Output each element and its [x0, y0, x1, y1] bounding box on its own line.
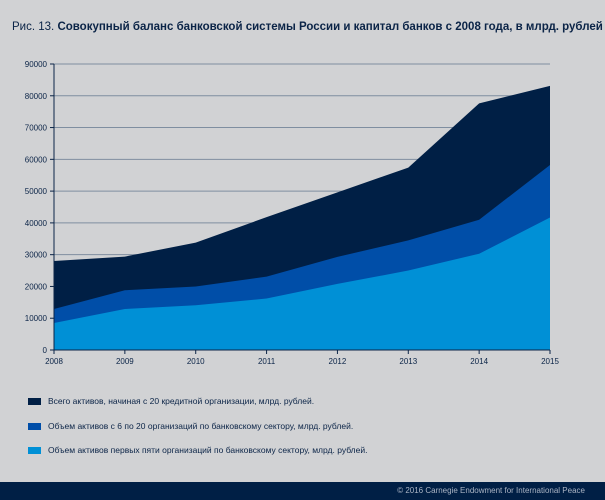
x-tick-label: 2014	[470, 357, 488, 366]
legend-swatch	[28, 397, 41, 405]
figure-title: Совокупный баланс банковской системы Рос…	[57, 21, 603, 33]
legend-label: Объем активов с 6 по 20 организаций по б…	[48, 421, 354, 431]
figure-number: Рис. 13.	[12, 21, 55, 33]
legend-label: Всего активов, начиная с 20 кредитной ор…	[48, 396, 315, 406]
y-tick-label: 80000	[25, 92, 48, 101]
footer: © 2016 Carnegie Endowment for Internatio…	[0, 482, 605, 500]
x-tick-label: 2009	[116, 357, 134, 366]
y-tick-label: 70000	[25, 124, 48, 133]
y-tick-label: 30000	[25, 251, 48, 260]
area-chart: 0 10000 20000 30000 40000 50000 60000 70000 8000…	[25, 60, 560, 366]
y-tick-label: 10000	[25, 314, 48, 323]
chart-title: Рис. 13. Совокупный баланс банковской си…	[12, 21, 603, 33]
legend-swatch	[28, 422, 41, 430]
legend-swatch	[28, 446, 41, 454]
x-tick-label: 2008	[45, 357, 63, 366]
legend-item-total: Всего активов, начиная с 20 кредитной ор…	[28, 396, 314, 406]
x-tick-label: 2011	[258, 357, 276, 366]
y-tick-label: 60000	[25, 155, 48, 164]
y-tick-label: 90000	[25, 60, 48, 69]
y-tick-label: 40000	[25, 219, 48, 228]
area-series-2	[54, 217, 550, 350]
legend-label: Объем активов первых пяти организаций по…	[48, 445, 368, 455]
x-tick-label: 2013	[399, 357, 417, 366]
x-tick-label: 2015	[541, 357, 559, 366]
legend-item-6-20: Объем активов с 6 по 20 организаций по б…	[28, 421, 353, 431]
legend-item-top5: Объем активов первых пяти организаций по…	[28, 445, 367, 455]
copyright: © 2016 Carnegie Endowment for Internatio…	[397, 486, 585, 495]
y-tick-label: 50000	[25, 187, 48, 196]
y-tick-label: 0	[43, 346, 48, 355]
x-tick-label: 2010	[187, 357, 205, 366]
x-tick-label: 2012	[329, 357, 347, 366]
y-tick-label: 20000	[25, 282, 48, 291]
